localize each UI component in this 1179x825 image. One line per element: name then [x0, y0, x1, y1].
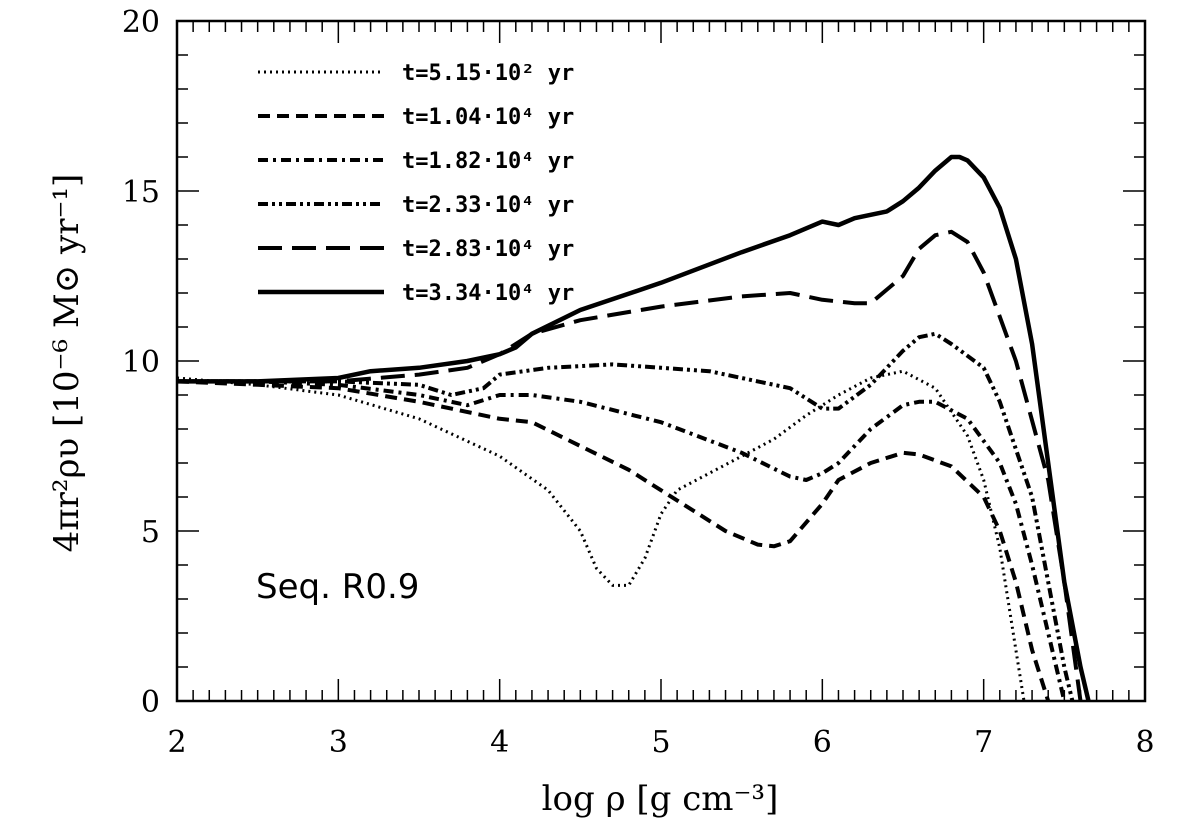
y-axis-title: 4πr²ρυ [10⁻⁶ M⊙ yr⁻¹] — [47, 174, 87, 553]
y-tick-label: 0 — [141, 685, 160, 720]
x-tick-labels: 2 3 4 5 6 7 8 — [167, 725, 1154, 760]
sequence-annotation: Seq. R0.9 — [256, 567, 419, 607]
legend-label-4: t=2.33·10⁴ yr — [402, 193, 574, 218]
legend-label-3: t=1.82·10⁴ yr — [402, 149, 574, 174]
x-tick-label: 2 — [167, 725, 186, 760]
y-tick-label: 20 — [122, 5, 160, 40]
series-line-2 — [176, 379, 1051, 702]
x-tick-label: 8 — [1135, 725, 1154, 760]
x-tick-label: 4 — [490, 725, 509, 760]
series-line-6 — [177, 154, 1091, 702]
x-tick-label: 5 — [651, 725, 670, 760]
series-line-5 — [177, 229, 1083, 702]
series-layer — [176, 154, 1091, 702]
y-tick-label: 5 — [141, 515, 160, 550]
x-tick-label: 7 — [974, 725, 993, 760]
series-line-3 — [177, 379, 1067, 702]
series-line-4 — [177, 331, 1075, 702]
y-tick-label: 10 — [122, 345, 160, 380]
x-tick-label: 3 — [329, 725, 348, 760]
x-axis-title: log ρ [g cm⁻³] — [542, 779, 779, 819]
y-tick-label: 15 — [122, 175, 160, 210]
legend-label-2: t=1.04·10⁴ yr — [402, 105, 574, 130]
legend-label-1: t=5.15·10² yr — [402, 61, 574, 86]
plot-frame — [175, 19, 1147, 703]
legend-label-5: t=2.83·10⁴ yr — [402, 237, 574, 262]
legend-label-6: t=3.34·10⁴ yr — [402, 281, 574, 306]
y-tick-labels: 0 5 10 15 20 — [122, 5, 160, 720]
legend: t=5.15·10² yr t=1.04·10⁴ yr t=1.82·10⁴ yr t… — [258, 61, 574, 306]
x-tick-label: 6 — [813, 725, 832, 760]
